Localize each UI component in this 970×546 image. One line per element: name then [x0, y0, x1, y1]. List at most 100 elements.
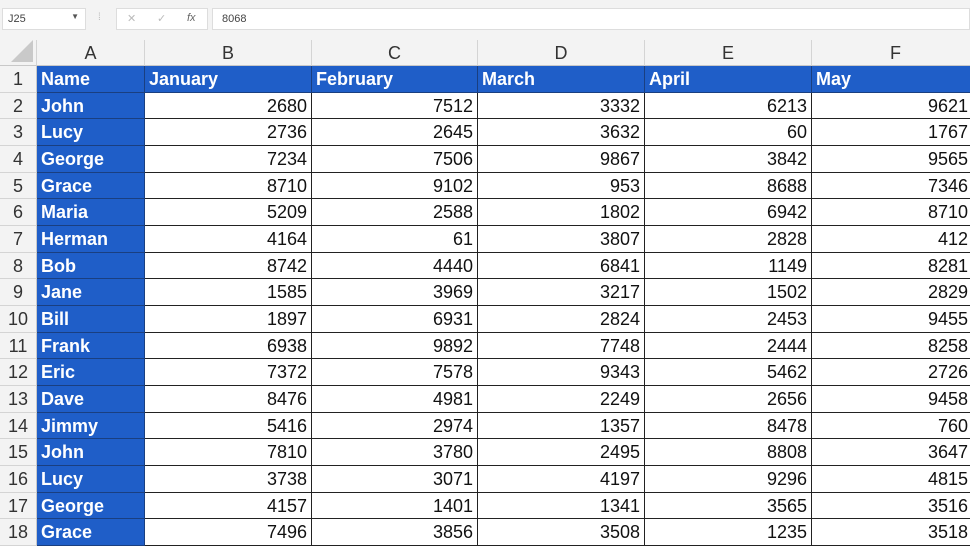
value-cell[interactable]: 9296 — [645, 466, 812, 493]
value-cell[interactable]: 7346 — [812, 173, 970, 200]
name-cell[interactable]: Jane — [37, 279, 145, 307]
value-cell[interactable]: 3332 — [478, 92, 645, 120]
column-header-D[interactable]: D — [478, 40, 645, 66]
row-header-4[interactable]: 4 — [0, 146, 37, 173]
value-cell[interactable]: 953 — [478, 172, 645, 200]
value-cell[interactable]: 8478 — [645, 412, 812, 440]
row-header-2[interactable]: 2 — [0, 92, 37, 120]
value-cell[interactable]: 3856 — [312, 519, 478, 546]
header-cell[interactable]: March — [478, 66, 645, 93]
value-cell[interactable]: 2495 — [478, 439, 645, 467]
value-cell[interactable]: 4815 — [812, 466, 970, 493]
value-cell[interactable]: 4440 — [312, 252, 478, 280]
value-cell[interactable]: 60 — [645, 119, 812, 146]
value-cell[interactable]: 7748 — [478, 332, 645, 360]
name-cell[interactable]: George — [37, 146, 145, 173]
value-cell[interactable]: 7372 — [145, 359, 312, 387]
name-cell[interactable]: Herman — [37, 226, 145, 253]
row-header-16[interactable]: 16 — [0, 466, 37, 493]
row-header-17[interactable]: 17 — [0, 492, 37, 520]
name-cell[interactable]: Bill — [37, 306, 145, 333]
check-icon[interactable]: ✓ — [157, 13, 167, 25]
row-header-12[interactable]: 12 — [0, 359, 37, 387]
value-cell[interactable]: 760 — [812, 413, 970, 440]
name-cell[interactable]: Lucy — [37, 466, 145, 493]
row-header-13[interactable]: 13 — [0, 386, 37, 413]
drag-handle-icon[interactable]: ⁞ — [98, 12, 101, 23]
row-header-1[interactable]: 1 — [0, 66, 37, 93]
value-cell[interactable]: 2726 — [812, 359, 970, 387]
value-cell[interactable]: 1235 — [645, 519, 812, 546]
row-header-6[interactable]: 6 — [0, 199, 37, 226]
header-cell[interactable]: February — [312, 66, 478, 93]
value-cell[interactable]: 9455 — [812, 306, 970, 333]
name-cell[interactable]: John — [37, 92, 145, 120]
value-cell[interactable]: 7234 — [145, 146, 312, 173]
value-cell[interactable]: 2824 — [478, 306, 645, 333]
value-cell[interactable]: 5209 — [145, 199, 312, 226]
name-cell[interactable]: Lucy — [37, 119, 145, 146]
value-cell[interactable]: 1401 — [312, 492, 478, 520]
value-cell[interactable]: 2828 — [645, 226, 812, 253]
value-cell[interactable]: 4981 — [312, 386, 478, 413]
formula-input[interactable]: 8068 — [212, 8, 970, 30]
value-cell[interactable]: 1767 — [812, 119, 970, 146]
name-cell[interactable]: Jimmy — [37, 412, 145, 440]
value-cell[interactable]: 2444 — [645, 332, 812, 360]
value-cell[interactable]: 6942 — [645, 199, 812, 226]
column-header-B[interactable]: B — [145, 40, 312, 66]
value-cell[interactable]: 2656 — [645, 386, 812, 413]
value-cell[interactable]: 1357 — [478, 412, 645, 440]
value-cell[interactable]: 2453 — [645, 306, 812, 333]
value-cell[interactable]: 4197 — [478, 466, 645, 493]
value-cell[interactable]: 4164 — [145, 226, 312, 253]
select-all-button[interactable] — [0, 40, 37, 66]
value-cell[interactable]: 2645 — [312, 119, 478, 146]
value-cell[interactable]: 2588 — [312, 199, 478, 226]
value-cell[interactable]: 5416 — [145, 412, 312, 440]
value-cell[interactable]: 8710 — [812, 199, 970, 226]
row-header-14[interactable]: 14 — [0, 412, 37, 440]
header-cell[interactable]: Name — [37, 66, 145, 93]
value-cell[interactable]: 3071 — [312, 466, 478, 493]
value-cell[interactable]: 3632 — [478, 119, 645, 146]
column-header-C[interactable]: C — [312, 40, 478, 66]
name-cell[interactable]: George — [37, 492, 145, 520]
value-cell[interactable]: 3969 — [312, 279, 478, 307]
value-cell[interactable]: 2680 — [145, 92, 312, 120]
row-header-5[interactable]: 5 — [0, 172, 37, 200]
chevron-down-icon[interactable]: ▼ — [71, 12, 79, 21]
value-cell[interactable]: 3565 — [645, 492, 812, 520]
value-cell[interactable]: 1802 — [478, 199, 645, 226]
row-header-11[interactable]: 11 — [0, 332, 37, 360]
value-cell[interactable]: 6841 — [478, 252, 645, 280]
value-cell[interactable]: 3842 — [645, 146, 812, 173]
value-cell[interactable]: 9892 — [312, 332, 478, 360]
value-cell[interactable]: 1897 — [145, 306, 312, 333]
value-cell[interactable]: 1341 — [478, 492, 645, 520]
value-cell[interactable]: 9565 — [812, 146, 970, 173]
value-cell[interactable]: 2249 — [478, 386, 645, 413]
name-cell[interactable]: John — [37, 439, 145, 467]
value-cell[interactable]: 3508 — [478, 519, 645, 546]
row-header-3[interactable]: 3 — [0, 119, 37, 146]
value-cell[interactable]: 2736 — [145, 119, 312, 146]
name-cell[interactable]: Bob — [37, 252, 145, 280]
value-cell[interactable]: 9102 — [312, 172, 478, 200]
value-cell[interactable]: 3738 — [145, 466, 312, 493]
name-cell[interactable]: Grace — [37, 519, 145, 546]
value-cell[interactable]: 8808 — [645, 439, 812, 467]
value-cell[interactable]: 61 — [312, 226, 478, 253]
column-header-A[interactable]: A — [37, 40, 145, 66]
row-header-18[interactable]: 18 — [0, 519, 37, 546]
value-cell[interactable]: 412 — [812, 226, 970, 253]
value-cell[interactable]: 3217 — [478, 279, 645, 307]
value-cell[interactable]: 7506 — [312, 146, 478, 173]
value-cell[interactable]: 8688 — [645, 172, 812, 200]
value-cell[interactable]: 8281 — [812, 253, 970, 280]
value-cell[interactable]: 8258 — [812, 333, 970, 360]
row-header-7[interactable]: 7 — [0, 226, 37, 253]
value-cell[interactable]: 1149 — [645, 252, 812, 280]
column-header-F[interactable]: F — [812, 40, 970, 66]
value-cell[interactable]: 3780 — [312, 439, 478, 467]
